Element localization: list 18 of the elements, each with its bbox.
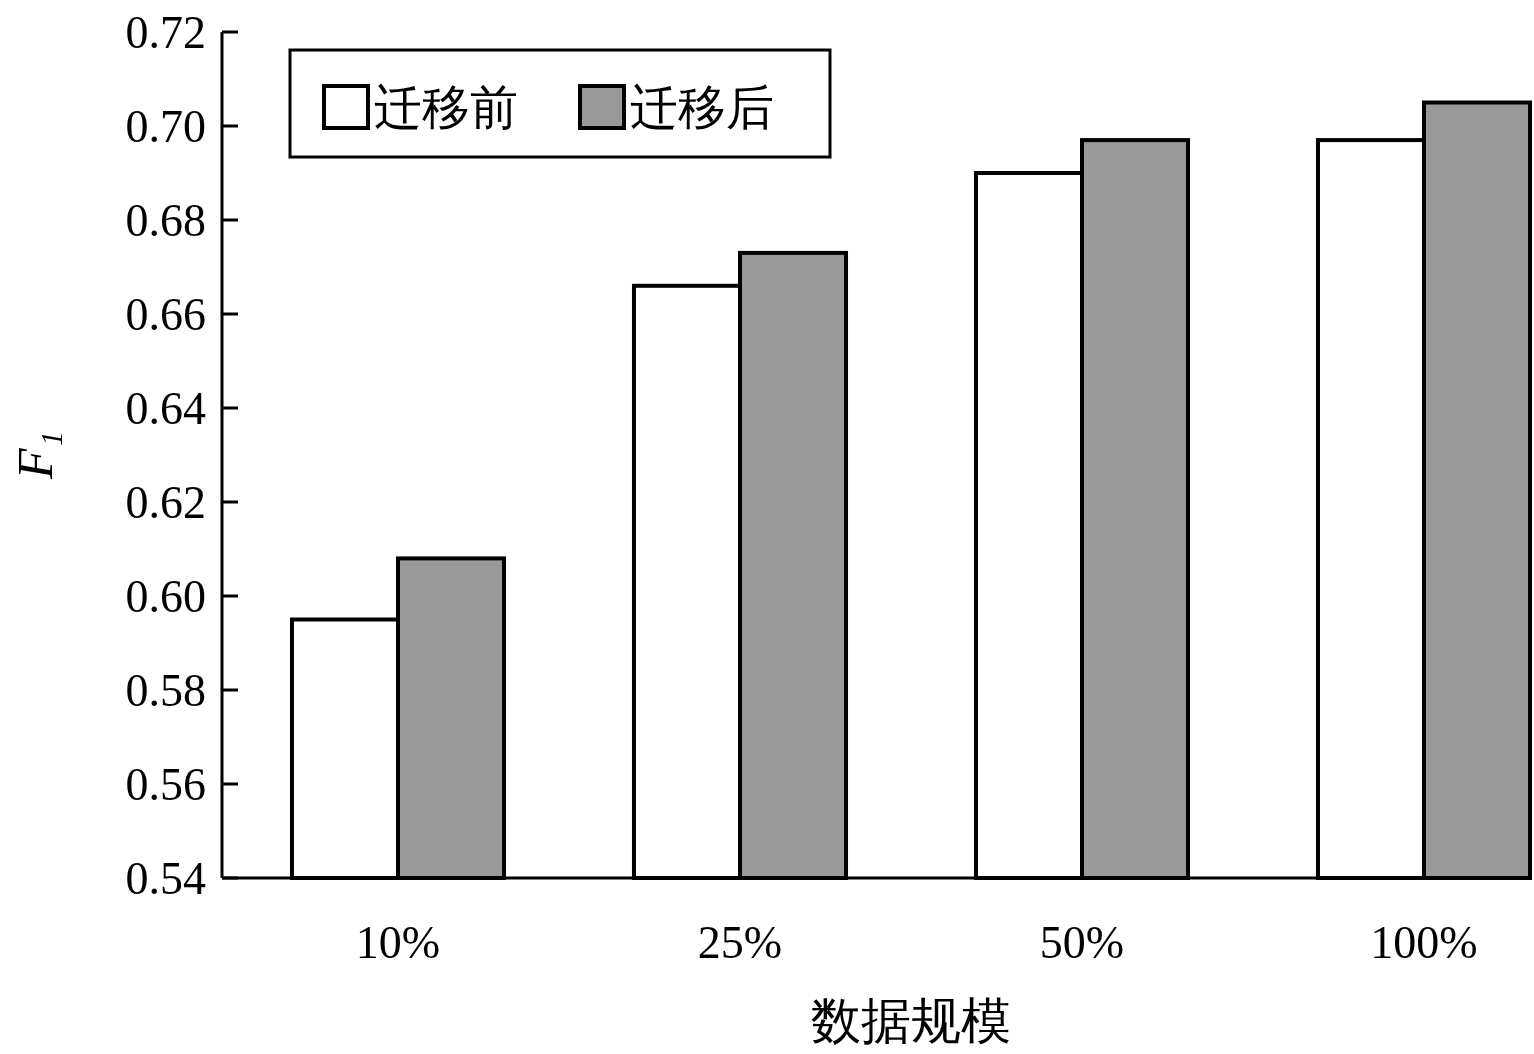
y-tick-label: 0.58 (125, 665, 206, 717)
y-tick-label: 0.68 (125, 195, 206, 247)
x-axis-title: 数据规模 (811, 993, 1011, 1049)
x-tick-label: 100% (1370, 917, 1478, 968)
x-tick-label: 50% (1039, 917, 1125, 968)
y-tick-label: 0.66 (125, 289, 206, 341)
y-axis-title: F₁ (7, 431, 63, 480)
legend-label: 迁移前 (374, 80, 518, 134)
y-tick-label: 0.62 (125, 477, 206, 529)
y-tick-label: 0.54 (125, 853, 206, 905)
y-tick-label: 0.72 (125, 7, 206, 59)
x-tick-label: 10% (355, 917, 441, 968)
y-tick-label: 0.70 (125, 101, 206, 153)
y-tick-label: 0.56 (125, 759, 206, 811)
legend-label: 迁移后 (630, 80, 774, 134)
y-tick-label: 0.60 (125, 571, 206, 623)
y-tick-label: 0.64 (125, 383, 206, 435)
x-tick-label: 25% (697, 917, 783, 968)
